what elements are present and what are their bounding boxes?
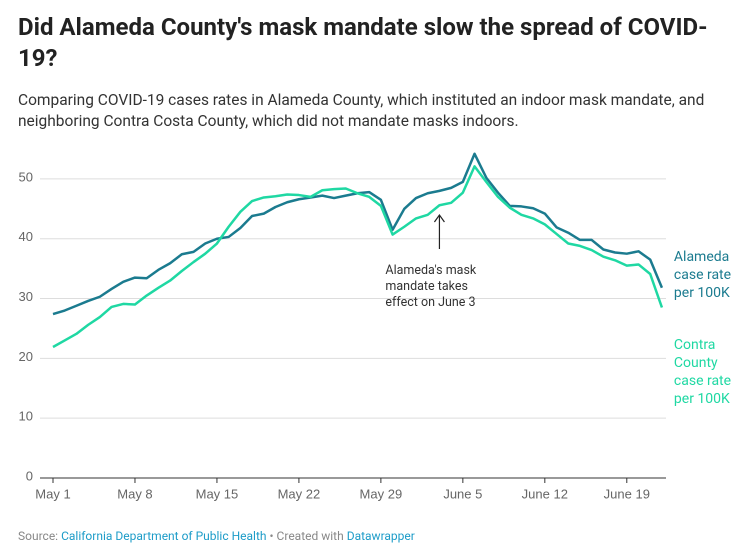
created-label: Created with xyxy=(276,529,344,543)
x-tick-label: May 1 xyxy=(35,486,70,501)
y-tick-label: 20 xyxy=(19,349,33,364)
chart-subtitle: Comparing COVID-19 cases rates in Alamed… xyxy=(18,91,705,130)
source-label: Source: xyxy=(18,529,59,543)
annotation-arrowhead xyxy=(433,213,445,223)
y-tick-label: 40 xyxy=(19,229,33,244)
x-tick-label: May 22 xyxy=(278,486,321,501)
y-tick-label: 10 xyxy=(19,409,33,424)
annotation: Alameda's mask mandate takes effect on J… xyxy=(385,263,477,310)
series-line xyxy=(52,165,664,349)
separator: • xyxy=(269,529,274,543)
x-tick-label: May 29 xyxy=(360,486,403,501)
x-tick-label: June 12 xyxy=(522,486,568,501)
y-tick-label: 30 xyxy=(19,289,33,304)
series-label: Contra County case rate per 100K xyxy=(673,337,732,407)
chart-title: Did Alameda County's mask mandate slow t… xyxy=(18,13,708,72)
x-tick-label: May 8 xyxy=(117,486,152,501)
x-tick-label: June 19 xyxy=(604,486,650,501)
x-tick-label: May 15 xyxy=(196,486,239,501)
series-label: Alameda case rate per 100K xyxy=(673,249,732,301)
footer: Source: California Department of Public … xyxy=(18,529,415,543)
y-tick-label: 0 xyxy=(26,468,33,483)
series-line xyxy=(52,152,664,316)
tool-link[interactable]: Datawrapper xyxy=(346,529,415,543)
y-tick-label: 50 xyxy=(19,169,33,184)
source-link[interactable]: California Department of Public Health xyxy=(61,529,267,543)
x-tick-label: June 5 xyxy=(443,486,482,501)
